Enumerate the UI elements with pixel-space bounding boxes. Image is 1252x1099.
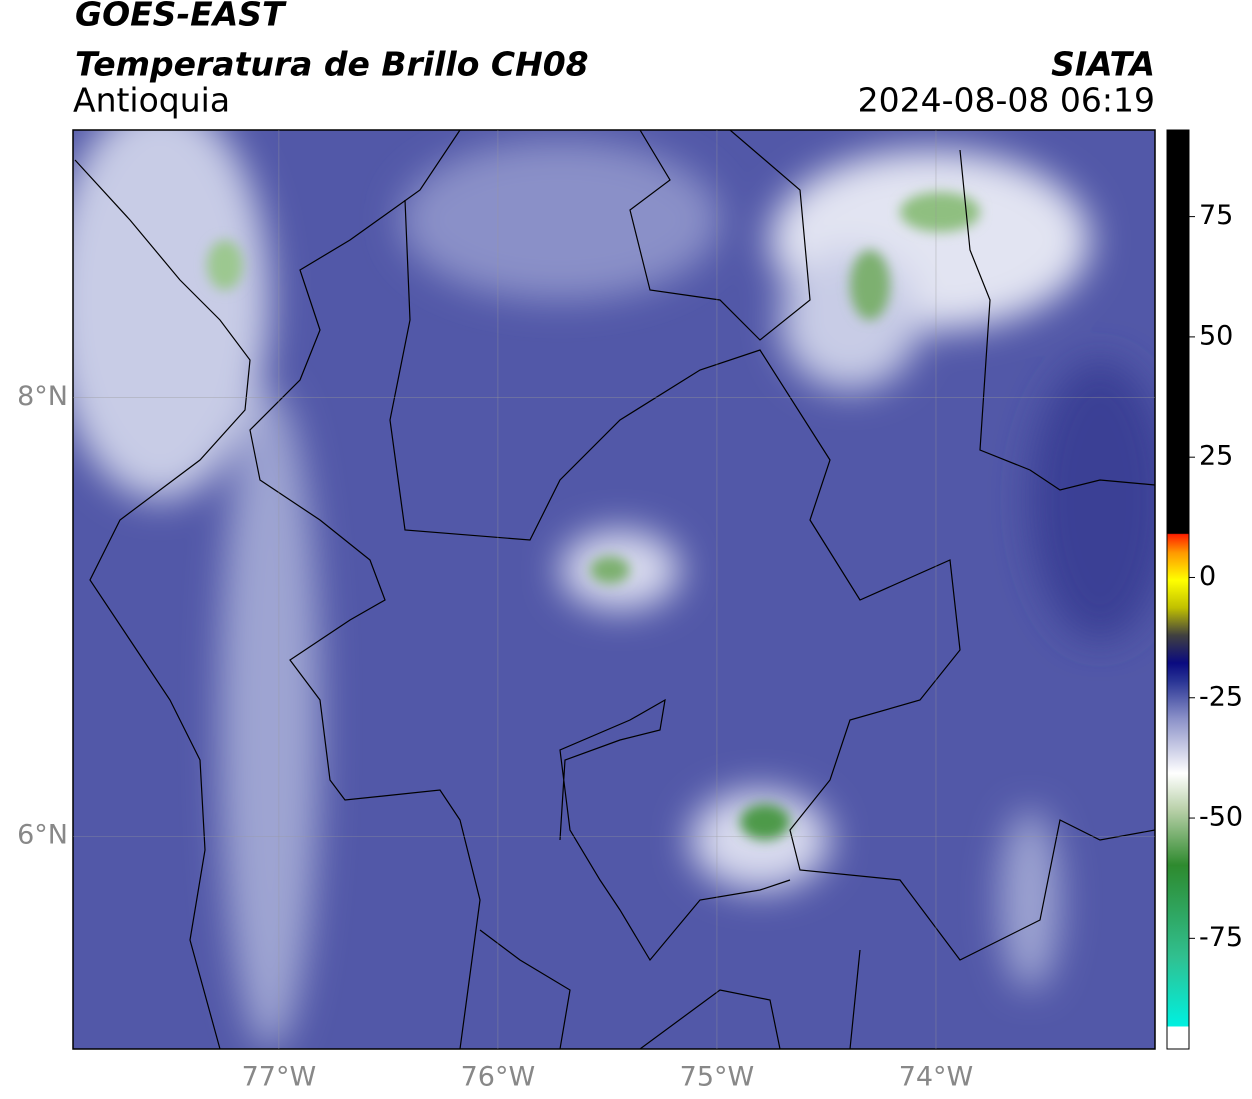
y-tick-label: 8°N [17,381,68,412]
timestamp: 2024-08-08 06:19 [858,81,1155,120]
x-tick-label: 75°W [680,1062,755,1093]
colorbar-tick-label: 50 [1199,320,1233,351]
y-tick-label: 6°N [17,820,68,851]
x-tick-label: 74°W [899,1062,974,1093]
colorbar-tick-label: 75 [1199,200,1233,231]
colorbar-tick-label: -50 [1199,802,1243,833]
title: GOES-EAST [75,0,287,34]
map-frame [72,129,1156,1050]
source: SIATA [1051,45,1155,84]
subtitle: Temperatura de Brillo CH08 [75,45,589,84]
colorbar-tick-label: -25 [1199,681,1243,712]
colorbar [1166,129,1190,1050]
x-tick-label: 77°W [242,1062,317,1093]
imagery [73,130,1155,1049]
colorbar-tick-label: 25 [1199,441,1233,472]
colorbar-tick-label: 0 [1199,561,1216,592]
x-tick-label: 76°W [461,1062,536,1093]
region: Antioquia [73,81,230,120]
colorbar-tick-label: -75 [1199,922,1243,953]
